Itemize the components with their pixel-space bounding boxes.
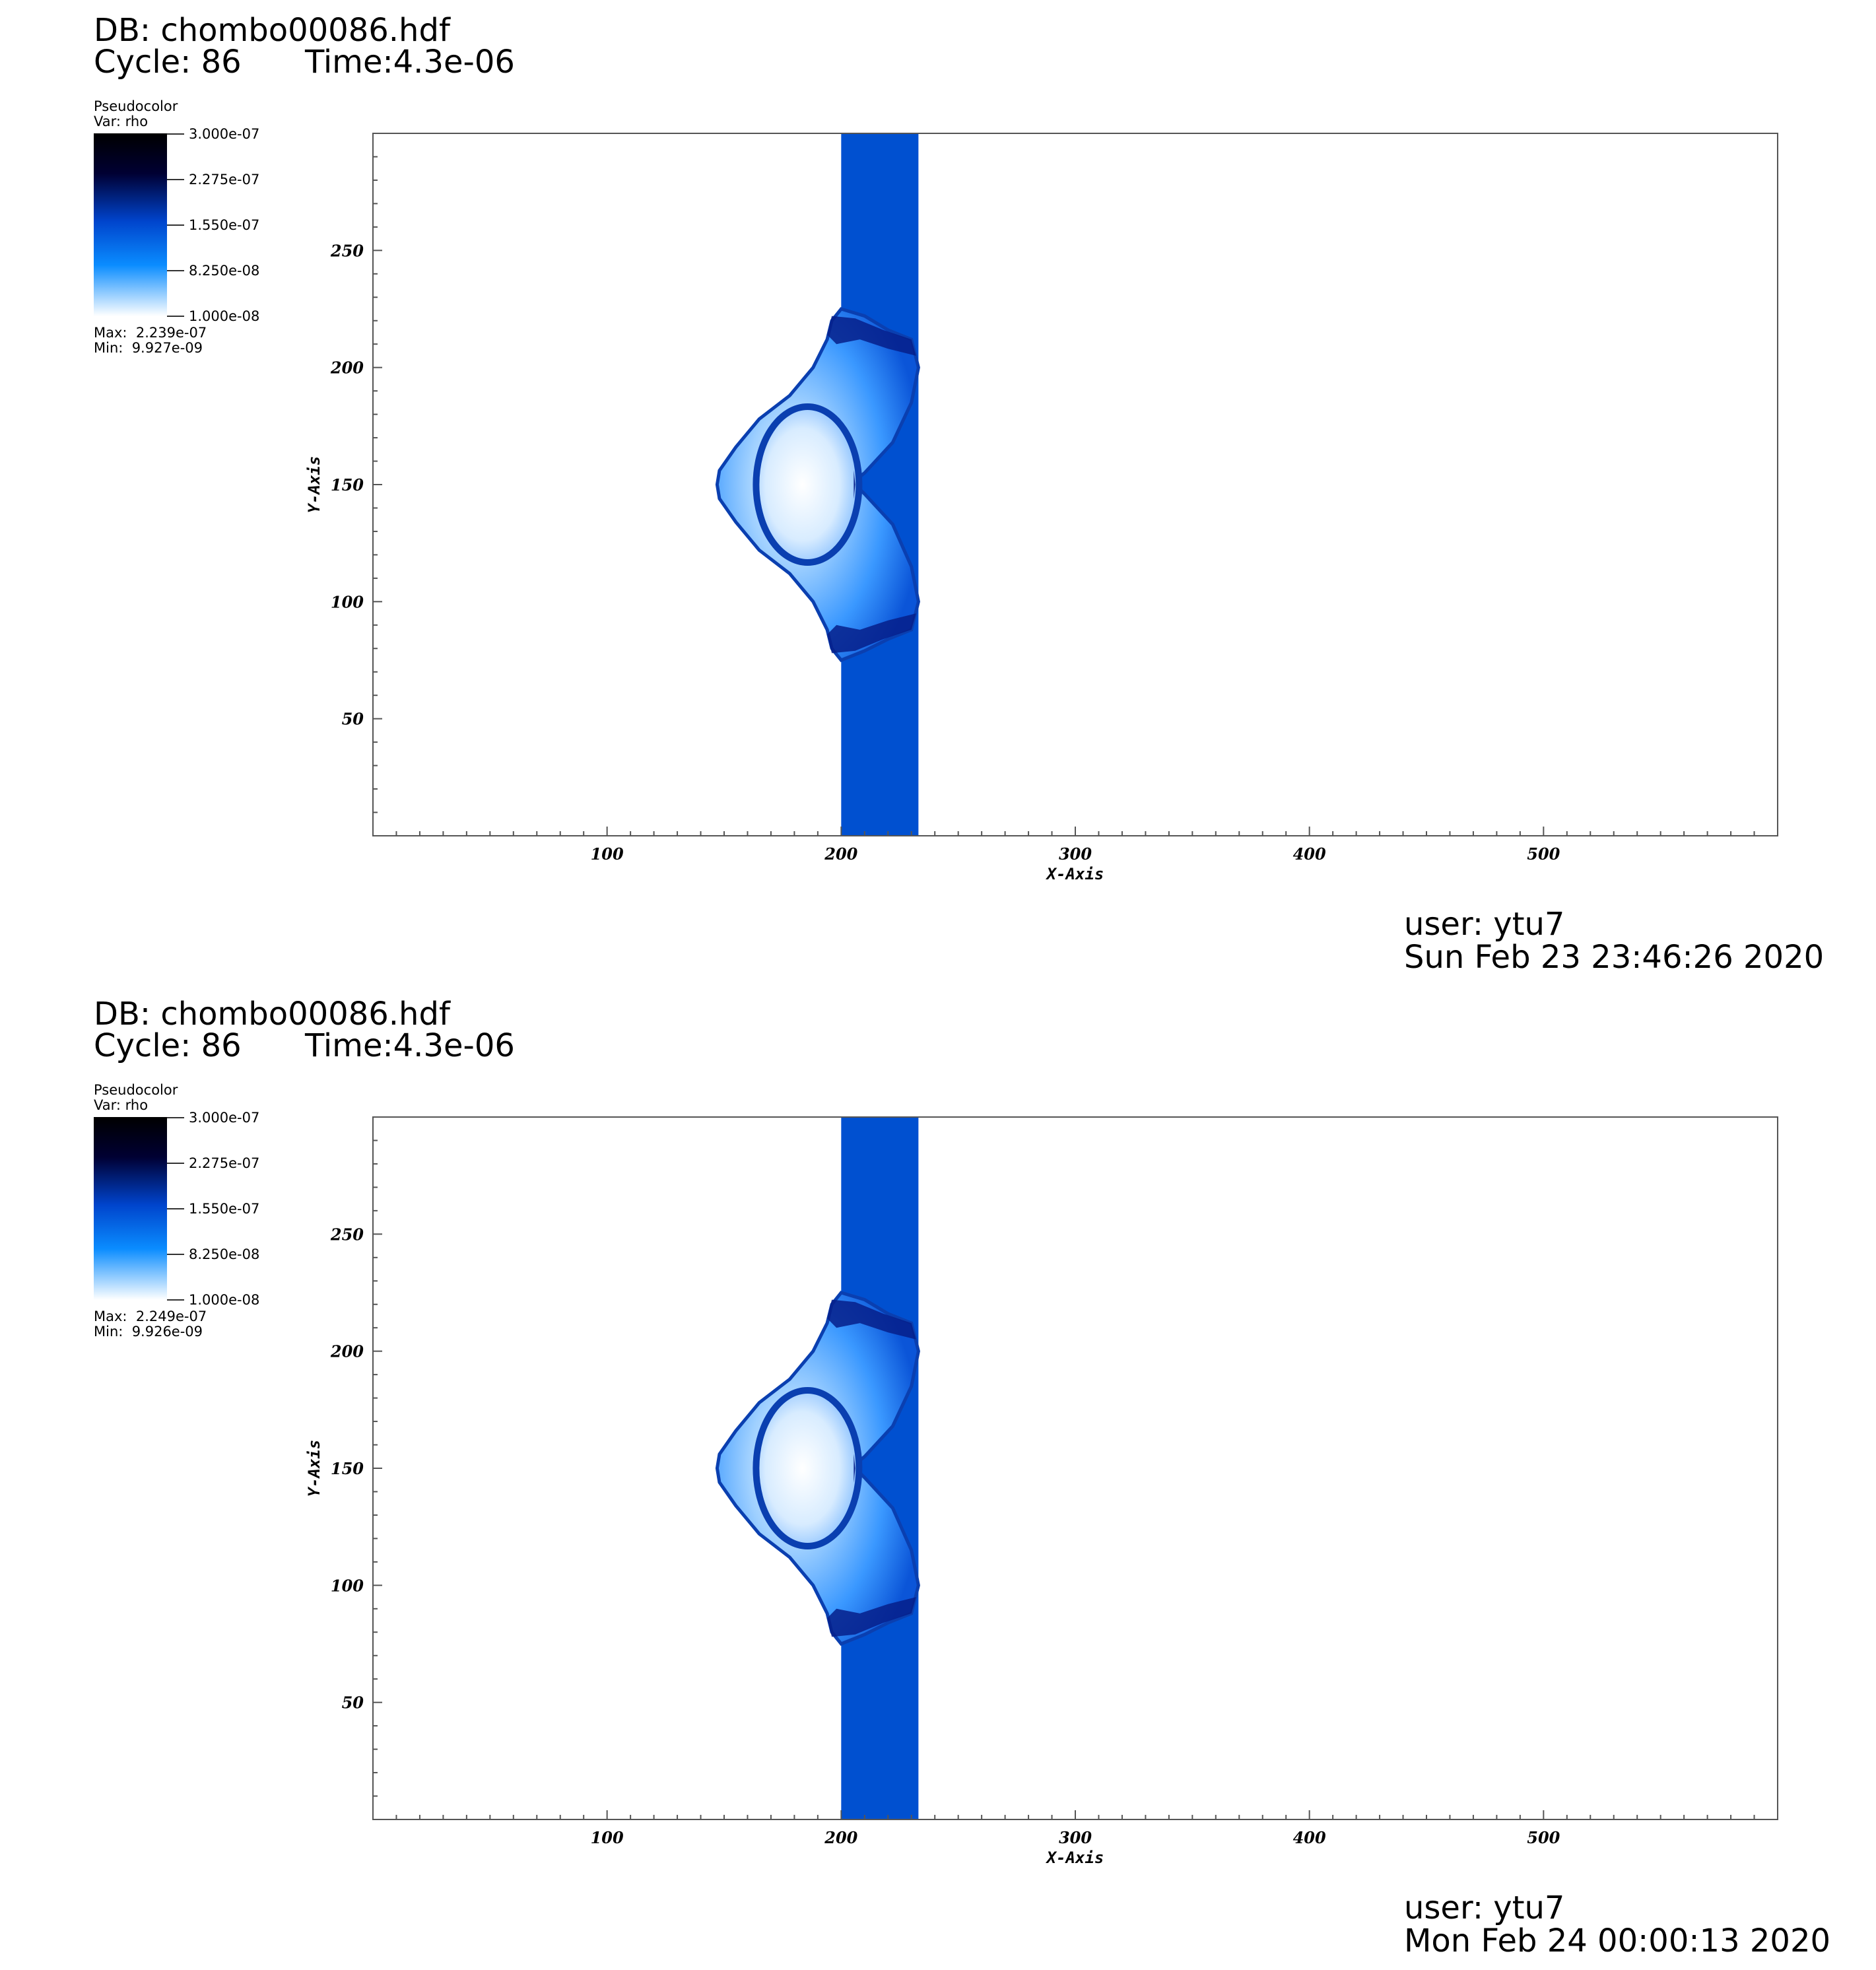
pseudocolor-plot: 100 200 300 400 500 50 100 150 200 250 X-Axis Y-Axi… <box>305 133 1778 883</box>
date-label: Mon Feb 24 00:00:13 2020 <box>1404 1922 1831 1959</box>
plot-area <box>373 133 1778 836</box>
colorbar-tick-label: 1.000e-08 <box>189 308 260 324</box>
colorbar-tick-label: 3.000e-07 <box>189 126 260 142</box>
cycle-time-line: Cycle: 86 Time:4.3e-06 <box>94 1027 515 1064</box>
y-tick-label: 150 <box>331 475 364 494</box>
x-tick-label: 100 <box>591 844 624 864</box>
legend-min: Min: 9.926e-09 <box>94 1324 203 1340</box>
inner-cavity <box>753 403 863 566</box>
stagnation-point <box>854 1454 855 1483</box>
x-tick-label: 500 <box>1527 1828 1560 1847</box>
colorbar-tick <box>167 1163 184 1164</box>
legend-max: Max: 2.239e-07 <box>94 325 207 341</box>
colorbar-tick-label: 8.250e-08 <box>189 1246 260 1262</box>
user-label: user: ytu7 <box>1404 906 1565 943</box>
colorbar-tick <box>167 1117 184 1118</box>
colorbar-tick <box>167 133 184 135</box>
cycle-label: Cycle: 86 <box>94 1027 242 1064</box>
time-label: Time:4.3e-06 <box>305 1027 515 1064</box>
y-tick-label: 250 <box>330 241 364 260</box>
colorbar-tick-label: 8.250e-08 <box>189 263 260 279</box>
inner-cavity <box>753 1387 863 1549</box>
colorbar-tick-label: 1.550e-07 <box>189 1201 260 1217</box>
x-tick-label: 500 <box>1527 844 1560 864</box>
y-tick-label: 250 <box>330 1225 364 1244</box>
colorbar-tick <box>167 316 184 317</box>
y-axis-title: Y-Axis <box>305 456 323 514</box>
db-title: DB: chombo00086.hdf <box>94 996 450 1033</box>
colorbar-tick-label: 1.550e-07 <box>189 217 260 233</box>
plot-panel-1: DB: chombo00086.hdf Cycle: 86 Time:4.3e-0… <box>0 0 1876 984</box>
db-title: DB: chombo00086.hdf <box>94 12 450 49</box>
y-tick-label: 200 <box>330 358 364 378</box>
colorbar-tick-label: 3.000e-07 <box>189 1110 260 1126</box>
y-tick-label: 100 <box>331 1576 364 1595</box>
legend-max: Max: 2.249e-07 <box>94 1308 207 1324</box>
legend-variable: Var: rho <box>94 1097 149 1113</box>
x-axis-title: X-Axis <box>1046 865 1104 883</box>
x-tick-label: 400 <box>1293 844 1326 864</box>
cycle-label: Cycle: 86 <box>94 44 242 81</box>
upper-dense-lobe <box>827 1299 916 1340</box>
x-tick-label: 400 <box>1293 1828 1326 1847</box>
density-field <box>715 133 920 836</box>
legend-min: Min: 9.927e-09 <box>94 340 203 356</box>
colorbar <box>94 133 167 316</box>
plot-panel-2: DB: chombo00086.hdf Cycle: 86 Time:4.3e-0… <box>0 984 1876 1967</box>
colorbar <box>94 1117 167 1300</box>
y-tick-label: 200 <box>330 1342 364 1361</box>
colorbar-tick-label: 2.275e-07 <box>189 172 260 187</box>
cycle-time-line: Cycle: 86 Time:4.3e-06 <box>94 44 515 81</box>
x-tick-label: 200 <box>824 844 857 864</box>
legend-title: Pseudocolor <box>94 1082 178 1098</box>
y-tick-label: 100 <box>331 592 364 611</box>
y-axis-title: Y-Axis <box>305 1440 323 1497</box>
user-label: user: ytu7 <box>1404 1889 1565 1926</box>
lower-dense-lobe <box>827 613 916 654</box>
colorbar-tick <box>167 1299 184 1301</box>
x-tick-label: 300 <box>1059 1828 1092 1847</box>
colorbar-tick-label: 2.275e-07 <box>189 1155 260 1171</box>
x-tick-label: 200 <box>824 1828 857 1847</box>
date-label: Sun Feb 23 23:46:26 2020 <box>1404 939 1825 976</box>
y-tick-label: 150 <box>331 1459 364 1478</box>
colorbar-tick <box>167 1208 184 1209</box>
upper-dense-lobe <box>827 316 916 356</box>
lower-dense-lobe <box>827 1597 916 1637</box>
colorbar-tick <box>167 1254 184 1255</box>
plot-area <box>373 1117 1778 1819</box>
pseudocolor-plot: 100 200 300 400 500 50 100 150 200 250 X-Axis Y-Axi… <box>305 1116 1778 1867</box>
colorbar-tick <box>167 224 184 226</box>
legend-title: Pseudocolor <box>94 98 178 114</box>
y-tick-label: 50 <box>342 710 364 729</box>
colorbar-tick <box>167 270 184 271</box>
x-tick-label: 300 <box>1059 844 1092 864</box>
time-label: Time:4.3e-06 <box>305 44 515 81</box>
stagnation-point <box>854 470 855 499</box>
x-axis-title: X-Axis <box>1046 1849 1104 1867</box>
colorbar-tick <box>167 179 184 180</box>
density-field <box>715 1117 920 1819</box>
y-tick-label: 50 <box>342 1693 364 1713</box>
x-tick-label: 100 <box>591 1828 624 1847</box>
legend-variable: Var: rho <box>94 114 149 129</box>
colorbar-tick-label: 1.000e-08 <box>189 1292 260 1308</box>
